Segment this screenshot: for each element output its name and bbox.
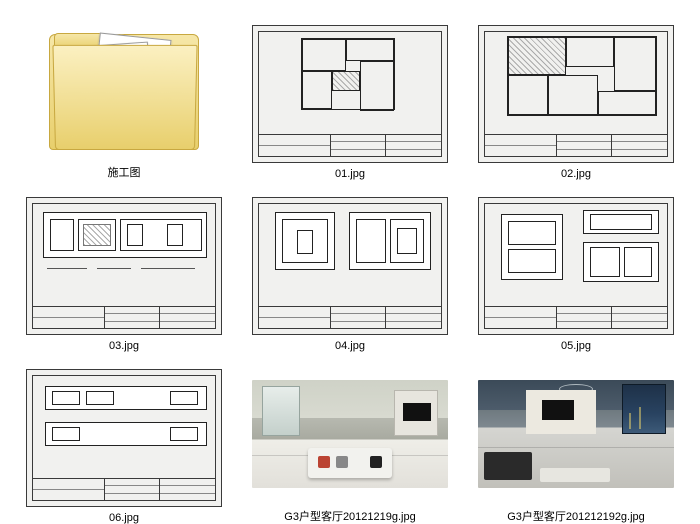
file-item[interactable]: 03.jpg [14,182,234,352]
drawing-thumbnail [476,196,676,336]
drawing-thumbnail [250,196,450,336]
file-item[interactable]: G3户型客厅201212192g.jpg [466,354,686,524]
file-label: 01.jpg [335,168,365,180]
file-label: 施工图 [108,164,141,180]
file-label: 04.jpg [335,340,365,352]
title-block [485,134,667,156]
title-block [33,306,215,328]
drawing-thumbnail [250,24,450,164]
file-label: 06.jpg [109,512,139,524]
file-label: G3户型客厅201212192g.jpg [507,508,645,524]
file-label: 03.jpg [109,340,139,352]
file-label: G3户型客厅20121219g.jpg [284,508,415,524]
file-item[interactable]: 施工图 [14,10,234,180]
file-item[interactable]: G3户型客厅20121219g.jpg [240,354,460,524]
file-label: 02.jpg [561,168,591,180]
drawing-thumbnail [24,196,224,336]
file-item[interactable]: 04.jpg [240,182,460,352]
thumbnail-grid: 施工图 [0,0,700,524]
file-label: 05.jpg [561,340,591,352]
title-block [485,306,667,328]
file-item[interactable]: 02.jpg [466,10,686,180]
render-thumbnail [476,364,676,504]
file-item[interactable]: 06.jpg [14,354,234,524]
file-item[interactable]: 05.jpg [466,182,686,352]
render-thumbnail [250,364,450,504]
title-block [33,478,215,500]
title-block [259,134,441,156]
file-item[interactable]: 01.jpg [240,10,460,180]
drawing-thumbnail [476,24,676,164]
drawing-thumbnail [24,368,224,508]
folder-icon [24,20,224,160]
title-block [259,306,441,328]
